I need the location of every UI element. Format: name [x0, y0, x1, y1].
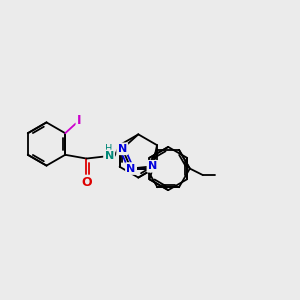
Text: N: N: [104, 151, 114, 161]
Text: I: I: [77, 114, 82, 127]
Text: N: N: [118, 144, 127, 154]
Text: N: N: [148, 161, 157, 171]
Text: H: H: [106, 144, 113, 154]
Text: O: O: [81, 176, 92, 189]
Text: N: N: [126, 164, 136, 173]
